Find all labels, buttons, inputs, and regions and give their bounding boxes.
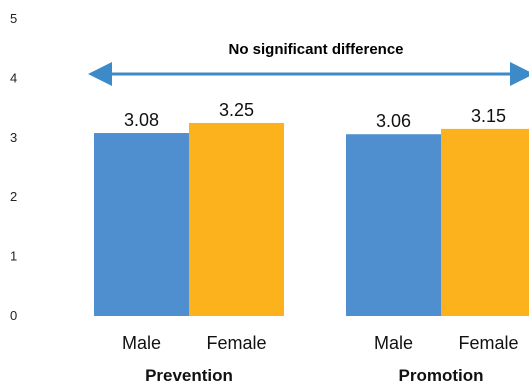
y-axis: 0 1 2 3 4 5 <box>10 11 17 323</box>
annotation-text: No significant difference <box>228 41 403 58</box>
y-tick-label: 3 <box>10 130 17 145</box>
value-label: 3.25 <box>219 100 254 120</box>
y-tick-label: 4 <box>10 70 17 85</box>
category-label: Male <box>122 333 161 353</box>
category-label: Male <box>374 333 413 353</box>
group-label: Promotion <box>399 366 484 385</box>
value-labels: 3.08 3.25 3.06 3.15 <box>124 100 506 131</box>
group-label: Prevention <box>145 366 233 385</box>
y-tick-label: 5 <box>10 11 17 26</box>
bar-prevention-male <box>94 133 189 316</box>
bar-promotion-female <box>441 128 529 316</box>
bar-prevention-female <box>189 122 284 316</box>
category-label: Female <box>458 333 518 353</box>
bar-promotion-male <box>346 134 441 316</box>
value-label: 3.08 <box>124 110 159 130</box>
group-labels: Prevention Promotion <box>145 366 483 385</box>
y-tick-label: 1 <box>10 249 17 264</box>
bars <box>94 122 529 316</box>
y-tick-label: 0 <box>10 308 17 323</box>
category-label: Female <box>206 333 266 353</box>
category-labels: Male Female Male Female <box>122 333 519 353</box>
annotation: No significant difference <box>88 41 529 86</box>
y-tick-label: 2 <box>10 189 17 204</box>
value-label: 3.06 <box>376 111 411 131</box>
value-label: 3.15 <box>471 106 506 126</box>
